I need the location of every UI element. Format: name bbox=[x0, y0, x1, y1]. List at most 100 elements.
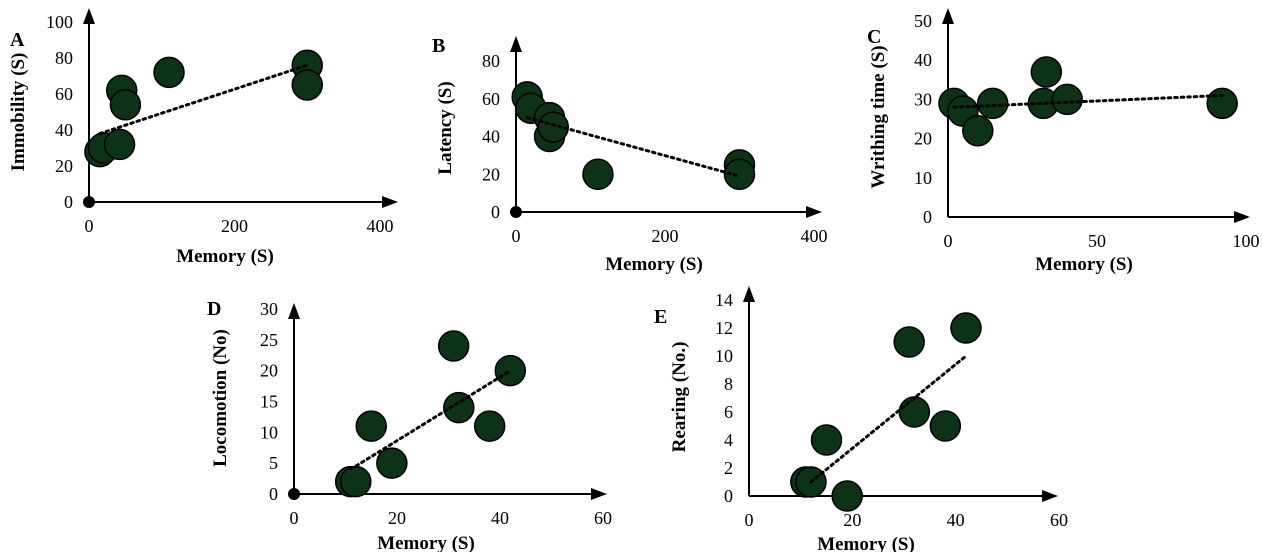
y-axis-label: Writhing time (S) bbox=[868, 45, 889, 188]
x-tick-label: 400 bbox=[801, 226, 828, 246]
y-tick-label: 20 bbox=[55, 156, 73, 176]
y-tick-label: 80 bbox=[55, 48, 73, 68]
y-tick-label: 10 bbox=[715, 346, 733, 366]
x-tick-label: 20 bbox=[843, 510, 861, 530]
x-tick-label: 20 bbox=[388, 508, 406, 528]
panel-c: 0 50 100 0 10 20 30 40 50 Memory (S) Writhing time… bbox=[867, 8, 1260, 275]
data-point bbox=[894, 327, 924, 357]
data-point bbox=[812, 425, 842, 455]
panel-b: 0 200 400 0 20 40 60 80 Memory (S) Latency (S) B bbox=[432, 35, 828, 275]
y-tick-label: 10 bbox=[260, 422, 278, 442]
data-point bbox=[583, 159, 613, 189]
x-tick-label: 400 bbox=[367, 216, 394, 236]
y-tick-label: 60 bbox=[482, 89, 500, 109]
y-tick-label: 40 bbox=[55, 120, 73, 140]
data-point bbox=[832, 481, 862, 511]
data-point bbox=[1052, 84, 1082, 114]
y-axis-label: Latency (S) bbox=[435, 81, 456, 174]
panel-a: 0 200 400 0 20 40 60 80 100 Memory (S) Immobility … bbox=[8, 8, 398, 267]
x-axis-arrow bbox=[382, 196, 398, 208]
y-axis-arrow bbox=[83, 8, 95, 24]
y-tick-label: 0 bbox=[269, 484, 278, 504]
y-tick-label: 0 bbox=[64, 192, 73, 212]
data-point bbox=[341, 467, 371, 497]
panel-d: 0 20 40 60 0 5 10 15 20 25 30 Memory (S) Locomotion … bbox=[207, 298, 612, 552]
x-axis-arrow bbox=[1234, 211, 1250, 223]
y-tick-label: 0 bbox=[923, 207, 932, 227]
data-point bbox=[292, 70, 322, 100]
y-axis-label: Rearing (No.) bbox=[669, 342, 690, 453]
x-axis-label: Memory (S) bbox=[176, 246, 274, 267]
y-tick-label: 5 bbox=[269, 453, 278, 473]
y-tick-label: 50 bbox=[914, 11, 932, 31]
y-tick-label: 14 bbox=[715, 290, 733, 310]
data-point bbox=[439, 331, 469, 361]
y-tick-label: 30 bbox=[260, 299, 278, 319]
x-tick-label: 40 bbox=[947, 510, 965, 530]
panel-label: E bbox=[654, 306, 667, 328]
x-tick-label: 0 bbox=[290, 508, 299, 528]
y-axis-arrow bbox=[510, 36, 522, 52]
origin-marker bbox=[288, 488, 300, 500]
y-tick-label: 2 bbox=[724, 458, 733, 478]
data-point bbox=[1031, 57, 1061, 87]
y-tick-label: 20 bbox=[482, 164, 500, 184]
data-point bbox=[951, 313, 981, 343]
x-axis-arrow bbox=[1042, 490, 1058, 502]
y-tick-label: 20 bbox=[260, 361, 278, 381]
data-point bbox=[110, 90, 140, 120]
x-axis-label: Memory (S) bbox=[377, 533, 475, 552]
x-tick-label: 200 bbox=[652, 226, 679, 246]
x-tick-label: 100 bbox=[1233, 231, 1260, 251]
y-tick-label: 25 bbox=[260, 330, 278, 350]
y-tick-label: 0 bbox=[491, 202, 500, 222]
y-axis-arrow bbox=[743, 286, 755, 302]
data-point bbox=[475, 411, 505, 441]
panel-label: D bbox=[207, 298, 221, 320]
panel-label: A bbox=[10, 29, 25, 51]
data-point bbox=[930, 411, 960, 441]
y-tick-label: 8 bbox=[724, 374, 733, 394]
x-tick-label: 0 bbox=[85, 216, 94, 236]
y-tick-label: 12 bbox=[715, 318, 733, 338]
data-point bbox=[377, 448, 407, 478]
y-tick-label: 60 bbox=[55, 84, 73, 104]
y-tick-label: 6 bbox=[724, 402, 733, 422]
origin-marker bbox=[83, 196, 95, 208]
y-tick-label: 20 bbox=[914, 129, 932, 149]
y-tick-label: 40 bbox=[914, 50, 932, 70]
y-tick-label: 0 bbox=[724, 486, 733, 506]
y-axis-arrow bbox=[288, 303, 300, 319]
x-axis-label: Memory (S) bbox=[605, 254, 703, 275]
x-tick-label: 60 bbox=[1050, 510, 1068, 530]
data-point bbox=[963, 116, 993, 146]
data-point bbox=[978, 88, 1008, 118]
data-point bbox=[105, 129, 135, 159]
x-axis-label: Memory (S) bbox=[817, 534, 915, 552]
x-tick-label: 0 bbox=[512, 226, 521, 246]
y-tick-label: 4 bbox=[724, 430, 733, 450]
x-tick-label: 0 bbox=[745, 510, 754, 530]
x-tick-label: 60 bbox=[594, 508, 612, 528]
y-axis-label: Immobility (S) bbox=[8, 53, 29, 172]
y-tick-label: 30 bbox=[914, 89, 932, 109]
y-axis-label: Locomotion (No) bbox=[210, 329, 231, 467]
x-axis-arrow bbox=[591, 488, 607, 500]
data-point bbox=[899, 397, 929, 427]
x-tick-label: 200 bbox=[221, 216, 248, 236]
data-point bbox=[356, 411, 386, 441]
origin-marker bbox=[510, 206, 522, 218]
x-axis-label: Memory (S) bbox=[1035, 254, 1133, 275]
panel-label: B bbox=[432, 35, 445, 57]
data-point bbox=[1207, 88, 1237, 118]
y-tick-label: 40 bbox=[482, 127, 500, 147]
x-tick-label: 40 bbox=[491, 508, 509, 528]
x-tick-label: 50 bbox=[1088, 231, 1106, 251]
panel-label: C bbox=[867, 26, 881, 48]
y-tick-label: 80 bbox=[482, 51, 500, 71]
x-tick-label: 0 bbox=[944, 231, 953, 251]
y-tick-label: 100 bbox=[46, 12, 73, 32]
y-tick-label: 10 bbox=[914, 168, 932, 188]
y-axis-arrow bbox=[942, 8, 954, 24]
